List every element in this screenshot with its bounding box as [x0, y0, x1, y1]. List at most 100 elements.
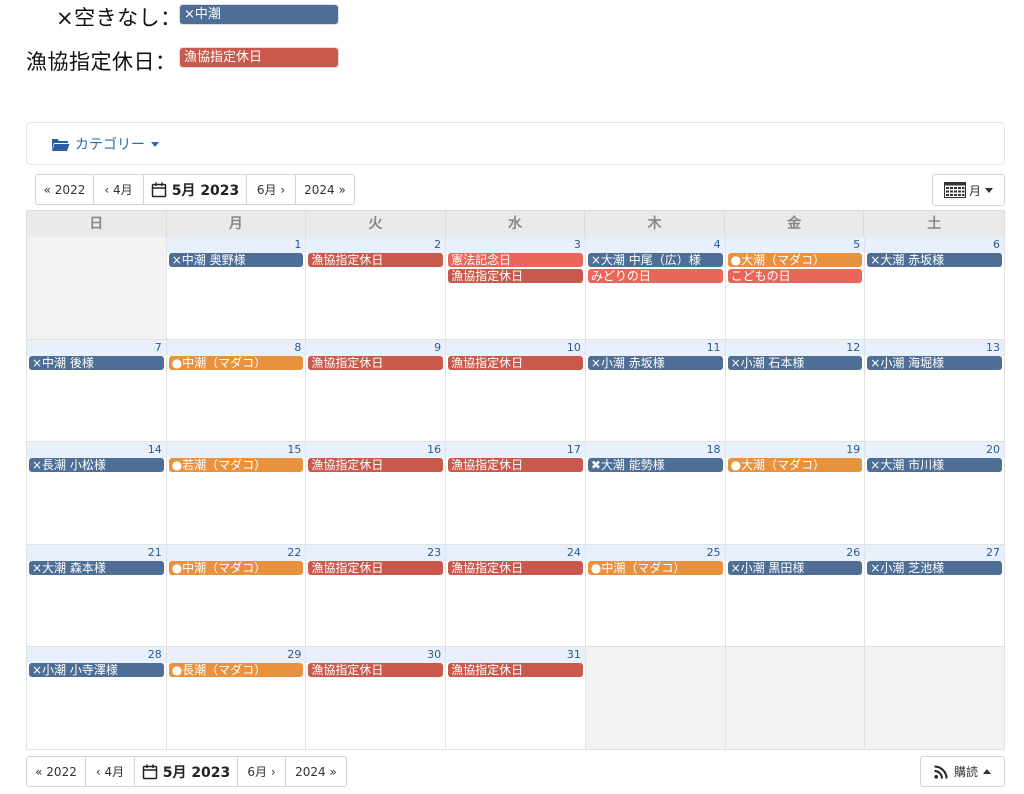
calendar-event-booked[interactable]: ×中潮 奥野様: [168, 253, 304, 267]
calendar-event-booked[interactable]: ×小潮 海堀様: [867, 355, 1002, 370]
calendar-day-cell[interactable]: 14 ×長潮 小松様: [27, 442, 167, 545]
calendar-event-closed[interactable]: 漁協指定休日: [448, 663, 583, 678]
day-number[interactable]: 7: [27, 339, 166, 356]
day-number[interactable]: 16: [306, 442, 446, 459]
day-number[interactable]: 14: [27, 442, 166, 459]
view-select-button[interactable]: 月: [932, 174, 1005, 206]
calendar-day-cell[interactable]: 2 漁協指定休日: [306, 237, 447, 340]
calendar-event-booked[interactable]: ×中潮 後様: [29, 355, 164, 370]
day-number[interactable]: 4: [585, 237, 725, 253]
prev-month-button[interactable]: ‹ 4月: [86, 757, 135, 786]
calendar-day-cell[interactable]: 22 ●中潮（マダコ）: [166, 544, 307, 648]
calendar-event-closed[interactable]: 漁協指定休日: [308, 253, 444, 267]
calendar-day-cell[interactable]: 13 ×小潮 海堀様: [865, 339, 1005, 443]
calendar-event-booked[interactable]: ×大潮 市川様: [867, 458, 1002, 473]
next-year-button[interactable]: 2024 »: [295, 764, 337, 779]
calendar-day-cell[interactable]: 3 憲法記念日漁協指定休日: [446, 237, 586, 340]
calendar-event-madako[interactable]: ●大潮（マダコ）: [727, 458, 863, 473]
subscribe-button[interactable]: 購読: [920, 756, 1005, 787]
day-number[interactable]: 18: [585, 442, 725, 459]
day-number[interactable]: 29: [166, 647, 306, 664]
day-number[interactable]: 3: [446, 237, 585, 253]
calendar-event-madako[interactable]: ●長潮（マダコ）: [168, 663, 304, 678]
calendar-event-booked[interactable]: ×大潮 中尾（広）様: [587, 253, 723, 267]
day-number[interactable]: 23: [306, 544, 446, 561]
next-month-button[interactable]: 6月 ›: [238, 757, 286, 786]
day-number[interactable]: 10: [446, 339, 585, 356]
calendar-event-closed[interactable]: 漁協指定休日: [448, 269, 583, 283]
calendar-event-booked[interactable]: ×小潮 小寺澤様: [29, 663, 164, 678]
prev-month-button[interactable]: ‹ 4月: [94, 175, 144, 204]
calendar-day-cell[interactable]: 9 漁協指定休日: [306, 339, 447, 443]
calendar-day-cell[interactable]: 16 漁協指定休日: [306, 442, 447, 545]
day-number[interactable]: 9: [306, 339, 446, 356]
calendar-event-closed[interactable]: 漁協指定休日: [448, 355, 583, 370]
calendar-event-madako[interactable]: ●中潮（マダコ）: [168, 560, 304, 575]
calendar-event-madako[interactable]: ●大潮（マダコ）: [727, 253, 863, 267]
calendar-day-cell[interactable]: 24 漁協指定休日: [446, 544, 586, 648]
current-month-button[interactable]: 5月 2023: [144, 175, 247, 204]
next-year-button[interactable]: 2024 »: [304, 182, 346, 197]
calendar-event-booked[interactable]: ×小潮 石本様: [727, 355, 863, 370]
day-number[interactable]: 13: [865, 339, 1004, 356]
day-number[interactable]: 25: [585, 544, 725, 561]
calendar-event-booked[interactable]: ✖大潮 能勢様: [587, 458, 723, 473]
calendar-day-cell[interactable]: 7 ×中潮 後様: [27, 339, 167, 443]
day-number[interactable]: 28: [27, 647, 166, 664]
day-number[interactable]: 27: [865, 544, 1004, 561]
calendar-day-cell[interactable]: 19 ●大潮（マダコ）: [725, 442, 866, 545]
calendar-day-cell[interactable]: 30 漁協指定休日: [306, 647, 447, 750]
category-dropdown[interactable]: カテゴリー: [51, 134, 159, 154]
calendar-event-closed[interactable]: 漁協指定休日: [448, 560, 583, 575]
calendar-event-closed[interactable]: 漁協指定休日: [308, 355, 444, 370]
calendar-event-madako[interactable]: ●中潮（マダコ）: [587, 560, 723, 575]
calendar-day-cell[interactable]: 17 漁協指定休日: [446, 442, 586, 545]
day-number[interactable]: 20: [865, 442, 1004, 459]
calendar-day-cell[interactable]: 23 漁協指定休日: [306, 544, 447, 648]
calendar-day-cell[interactable]: 11 ×小潮 赤坂様: [585, 339, 726, 443]
calendar-day-cell[interactable]: 15 ●若潮（マダコ）: [166, 442, 307, 545]
calendar-event-booked[interactable]: ×大潮 赤坂様: [867, 253, 1002, 267]
calendar-day-cell[interactable]: 25 ●中潮（マダコ）: [585, 544, 726, 648]
calendar-event-booked[interactable]: ×小潮 黒田様: [727, 560, 863, 575]
calendar-day-cell[interactable]: 18 ✖大潮 能勢様: [585, 442, 726, 545]
calendar-day-cell[interactable]: 21 ×大潮 森本様: [27, 544, 167, 648]
calendar-day-cell[interactable]: 6 ×大潮 赤坂様: [865, 237, 1005, 340]
calendar-day-cell[interactable]: 29 ●長潮（マダコ）: [166, 647, 307, 750]
calendar-event-booked[interactable]: ×大潮 森本様: [29, 560, 164, 575]
calendar-event-booked[interactable]: ×長潮 小松様: [29, 458, 164, 473]
day-number[interactable]: 2: [306, 237, 446, 253]
prev-year-button[interactable]: « 2022: [36, 175, 94, 204]
day-number[interactable]: 6: [865, 237, 1004, 253]
calendar-event-madako[interactable]: ●若潮（マダコ）: [168, 458, 304, 473]
calendar-day-cell[interactable]: 4 ×大潮 中尾（広）様 みどりの日: [585, 237, 726, 340]
calendar-day-cell[interactable]: 12 ×小潮 石本様: [725, 339, 866, 443]
day-number[interactable]: 22: [166, 544, 306, 561]
calendar-day-cell[interactable]: 28 ×小潮 小寺澤様: [27, 647, 167, 750]
day-number[interactable]: 17: [446, 442, 585, 459]
day-number[interactable]: 11: [585, 339, 725, 356]
calendar-event-closed[interactable]: 漁協指定休日: [448, 458, 583, 473]
calendar-event-holiday[interactable]: みどりの日: [587, 269, 723, 283]
calendar-event-closed[interactable]: 漁協指定休日: [308, 560, 444, 575]
calendar-day-cell[interactable]: 26 ×小潮 黒田様: [725, 544, 866, 648]
day-number[interactable]: 24: [446, 544, 585, 561]
calendar-day-cell[interactable]: 5 ●大潮（マダコ） こどもの日: [725, 237, 866, 340]
day-number[interactable]: 26: [725, 544, 865, 561]
calendar-event-booked[interactable]: ×小潮 赤坂様: [587, 355, 723, 370]
calendar-day-cell[interactable]: 20 ×大潮 市川様: [865, 442, 1005, 545]
next-month-button[interactable]: 6月 ›: [247, 175, 296, 204]
day-number[interactable]: 15: [166, 442, 306, 459]
calendar-event-booked[interactable]: ×小潮 芝池様: [867, 560, 1002, 575]
day-number[interactable]: 19: [725, 442, 865, 459]
calendar-day-cell[interactable]: 8 ●中潮（マダコ）: [166, 339, 307, 443]
calendar-event-holiday[interactable]: 憲法記念日: [448, 253, 583, 267]
calendar-event-closed[interactable]: 漁協指定休日: [308, 663, 444, 678]
day-number[interactable]: 1: [166, 237, 306, 253]
day-number[interactable]: 8: [166, 339, 306, 356]
calendar-day-cell[interactable]: 27 ×小潮 芝池様: [865, 544, 1005, 648]
calendar-event-holiday[interactable]: こどもの日: [727, 269, 863, 283]
day-number[interactable]: 21: [27, 544, 166, 561]
prev-year-button[interactable]: « 2022: [27, 757, 86, 786]
day-number[interactable]: 31: [446, 647, 585, 664]
